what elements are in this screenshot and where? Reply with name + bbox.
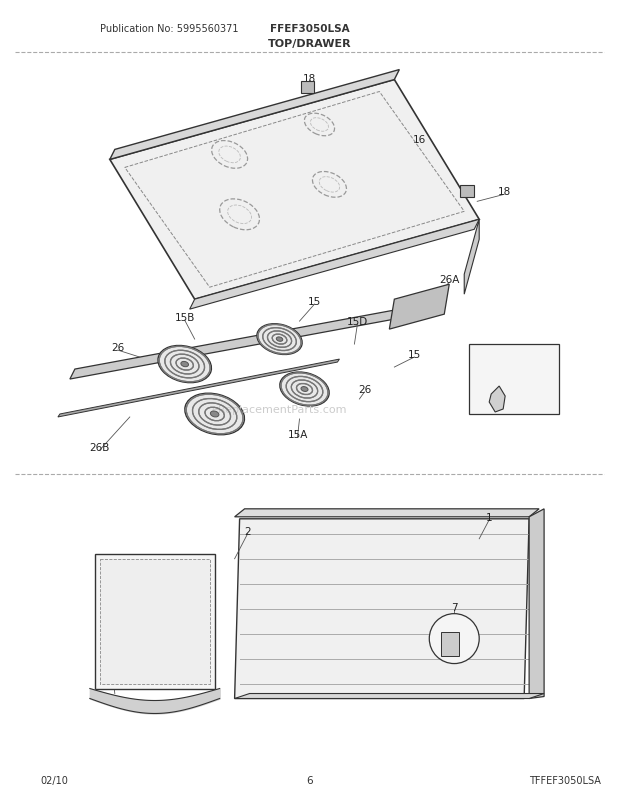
Polygon shape [234, 509, 539, 517]
Polygon shape [110, 71, 399, 160]
Polygon shape [529, 509, 544, 699]
FancyBboxPatch shape [441, 632, 459, 656]
Polygon shape [190, 220, 479, 310]
Text: 26: 26 [111, 342, 125, 353]
Text: 15: 15 [408, 350, 421, 359]
Text: 39: 39 [101, 622, 115, 632]
Text: 15B: 15B [174, 313, 195, 322]
Ellipse shape [210, 411, 219, 417]
Polygon shape [389, 285, 450, 330]
Polygon shape [234, 694, 544, 699]
Polygon shape [110, 80, 479, 300]
Polygon shape [464, 220, 479, 295]
Text: 26A: 26A [439, 275, 459, 285]
Text: 6: 6 [306, 776, 313, 785]
Text: 15: 15 [308, 297, 321, 307]
Ellipse shape [277, 338, 283, 342]
Text: 4: 4 [164, 642, 171, 652]
Ellipse shape [181, 362, 188, 367]
FancyBboxPatch shape [301, 82, 314, 93]
Polygon shape [489, 387, 505, 412]
Text: Publication No: 5995560371: Publication No: 5995560371 [100, 23, 238, 34]
Text: 2: 2 [244, 526, 251, 536]
Circle shape [429, 614, 479, 664]
Text: TOP/DRAWER: TOP/DRAWER [268, 38, 352, 49]
Polygon shape [100, 559, 210, 683]
Ellipse shape [301, 387, 308, 392]
Text: 15A: 15A [287, 429, 308, 439]
Polygon shape [70, 310, 399, 379]
Text: FFEF3050LSA: FFEF3050LSA [270, 23, 349, 34]
Polygon shape [95, 554, 215, 689]
Text: 02/10: 02/10 [40, 776, 68, 785]
Ellipse shape [280, 373, 329, 407]
Polygon shape [58, 359, 339, 418]
Text: eReplacementParts.com: eReplacementParts.com [212, 404, 347, 415]
Bar [469, 345, 559, 415]
Text: 7: 7 [451, 602, 458, 612]
Text: 26B: 26B [90, 443, 110, 452]
Text: 52: 52 [513, 345, 526, 354]
Text: 1: 1 [486, 512, 492, 522]
Text: 18: 18 [303, 74, 316, 83]
Text: 18: 18 [497, 187, 511, 197]
Polygon shape [234, 519, 529, 699]
FancyBboxPatch shape [460, 186, 474, 198]
Text: 15D: 15D [347, 317, 368, 326]
Ellipse shape [257, 324, 302, 355]
Text: 16: 16 [413, 136, 426, 145]
Text: TFFEF3050LSA: TFFEF3050LSA [529, 776, 601, 785]
Ellipse shape [185, 394, 244, 435]
Text: 26: 26 [358, 384, 371, 395]
Ellipse shape [158, 346, 211, 383]
